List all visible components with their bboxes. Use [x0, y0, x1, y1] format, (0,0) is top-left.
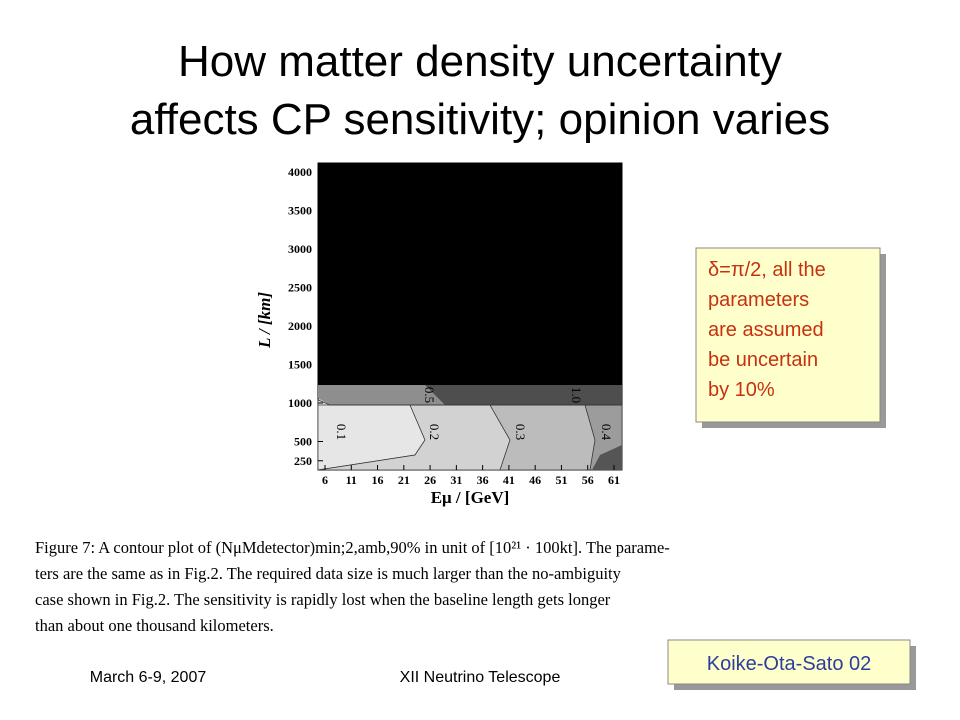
y-tick-label: 250: [294, 454, 312, 468]
y-tick-label: 2000: [288, 319, 312, 333]
note-line: parameters: [708, 289, 809, 311]
x-tick-label: 16: [372, 473, 384, 487]
x-tick-label: 6: [322, 473, 328, 487]
y-tick-label: 4000: [288, 165, 312, 179]
x-tick-label: 21: [398, 473, 410, 487]
y-tick-label: 1500: [288, 358, 312, 372]
title-line: How matter density uncertainty: [178, 37, 782, 86]
caption-line: than about one thousand kilometers.: [35, 616, 274, 635]
y-tick-label: 2500: [288, 281, 312, 295]
x-tick-label: 31: [450, 473, 462, 487]
x-tick-label: 11: [346, 473, 357, 487]
caption-line: ters are the same as in Fig.2. The requi…: [35, 564, 622, 583]
note-frame: [695, 247, 881, 423]
credit-frame: [667, 639, 911, 685]
note-box: δ=π/2, all the parameters are assumed be…: [695, 247, 886, 428]
y-axis-label: L / [km]: [255, 292, 274, 349]
credit-box: Koike-Ota-Sato 02: [667, 639, 916, 690]
x-tick-label: 51: [555, 473, 567, 487]
y-tick-label: 3500: [288, 204, 312, 218]
region: [592, 445, 622, 470]
contour-label: 1.0: [569, 387, 584, 403]
region: [318, 163, 622, 385]
y-tick-label: 3000: [288, 242, 312, 256]
footer-event: XII Neutrino Telescope: [400, 669, 561, 686]
contour-plot: [317, 162, 623, 471]
title-line: affects CP sensitivity; opinion varies: [130, 95, 830, 144]
note-line: are assumed: [708, 319, 824, 341]
caption-line: Figure 7: A contour plot of (NμMdetector…: [35, 538, 670, 557]
x-tick-label: 26: [424, 473, 436, 487]
region: [425, 385, 622, 405]
x-tick-label: 36: [477, 473, 489, 487]
x-tick-label: 61: [608, 473, 620, 487]
note-line: δ=π/2, all the: [708, 259, 826, 281]
contour-label: 0.5: [422, 387, 437, 403]
y-tick-label: 1000: [288, 396, 312, 410]
contour-label: 0.4: [599, 424, 614, 441]
contour-label: 0.3: [513, 424, 528, 440]
caption: Figure 7: A contour plot of (NμMdetector…: [35, 538, 670, 635]
caption-line: case shown in Fig.2. The sensitivity is …: [35, 590, 611, 609]
contour-label: 0.2: [427, 424, 442, 440]
credit: Koike-Ota-Sato 02: [707, 653, 872, 675]
x-tick-label: 41: [503, 473, 515, 487]
contour-label: 0.1: [334, 424, 349, 440]
y-tick-label: 500: [294, 435, 312, 449]
note-line: by 10%: [708, 379, 775, 401]
x-tick-label: 56: [582, 473, 594, 487]
note-line: be uncertain: [708, 349, 818, 371]
footer-date: March 6-9, 2007: [90, 669, 207, 686]
x-axis-label: Eμ / [GeV]: [431, 488, 510, 507]
x-tick-label: 46: [529, 473, 541, 487]
